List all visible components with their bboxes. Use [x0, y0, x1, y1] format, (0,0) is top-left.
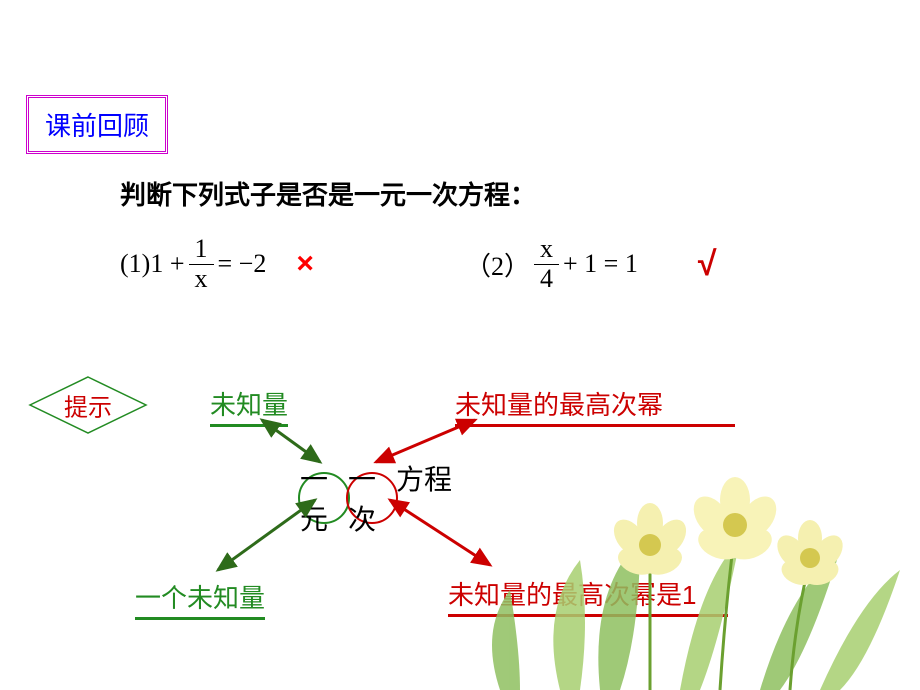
question-text: 判断下列式子是否是一元一次方程： — [120, 175, 536, 212]
hint-diamond: 提示 — [28, 375, 148, 435]
center-part-2: 一次 — [348, 458, 396, 538]
node-bottom-right: 未知量的最高次幂是1 — [448, 575, 728, 617]
center-part-1-circle: 一元 — [298, 472, 350, 524]
cross-mark-icon: × — [296, 247, 314, 281]
check-mark-icon: √ — [698, 245, 717, 284]
node-top-left: 未知量 — [210, 385, 288, 427]
eq1-pre: 1 + — [150, 249, 184, 279]
center-part-2-circle: 一次 — [346, 472, 398, 524]
center-equation: 一元 一次 方程 — [300, 458, 452, 524]
eq2-num: x — [534, 235, 559, 265]
eq1-label: (1) — [120, 249, 150, 279]
node-bottom-left: 一个未知量 — [135, 578, 265, 620]
eq2-fraction: x 4 — [534, 235, 559, 293]
center-part-1: 一元 — [300, 458, 348, 538]
equation-1: (1) 1 + 1 x = −2 × — [120, 235, 314, 293]
eq1-post: = −2 — [218, 249, 267, 279]
node-bottom-right-text: 未知量的最高次幂是1 — [448, 575, 728, 617]
eq2-label: （2） — [465, 246, 530, 283]
eq1-num: 1 — [189, 235, 214, 265]
node-top-right-text: 未知量的最高次幂 — [455, 385, 735, 427]
eq2-den: 4 — [534, 265, 559, 294]
node-top-right: 未知量的最高次幂 — [455, 385, 735, 427]
title-box: 课前回顾 — [26, 95, 168, 154]
equation-2: （2） x 4 + 1 = 1 √ — [465, 235, 717, 293]
eq2-post: + 1 = 1 — [563, 249, 638, 279]
center-part-3: 方程 — [396, 464, 452, 495]
eq1-den: x — [189, 265, 214, 294]
hint-text: 提示 — [64, 388, 112, 423]
title-text: 课前回顾 — [45, 111, 149, 141]
eq1-fraction: 1 x — [189, 235, 214, 293]
